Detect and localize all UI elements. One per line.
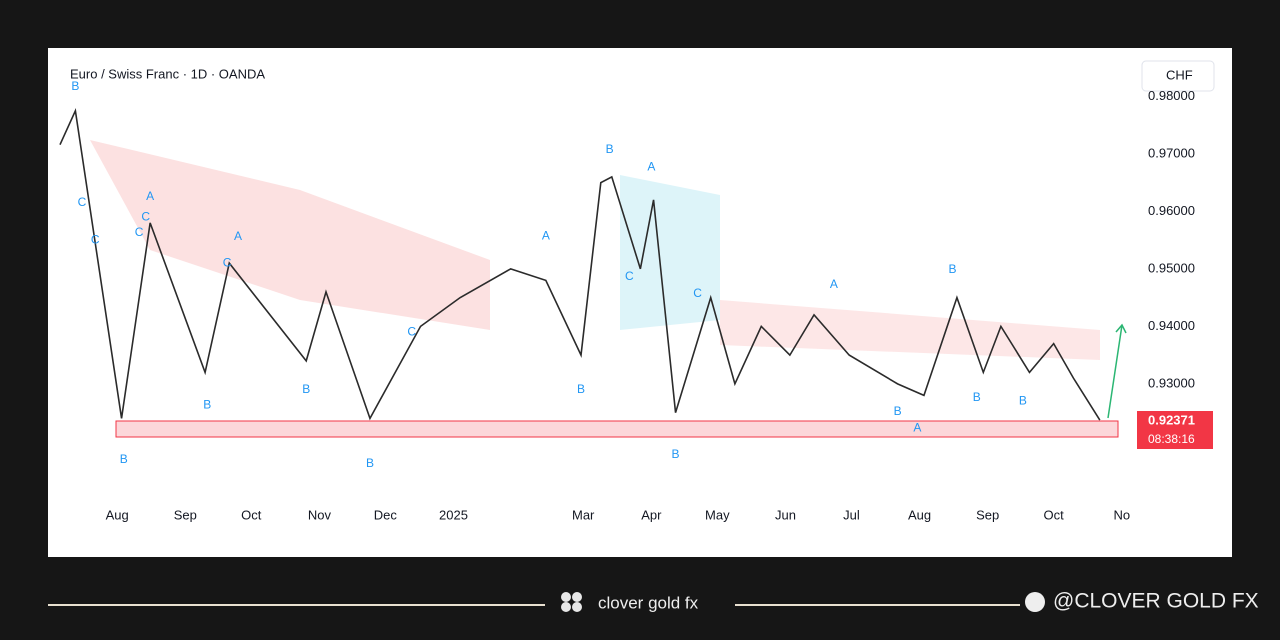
wave-label: B [606,142,614,156]
projection-arrow [1107,324,1123,419]
x-tick-label: Jul [843,507,860,522]
wave-label: B [894,404,902,418]
x-tick-label: Sep [976,507,999,522]
clover-icon [561,592,582,612]
currency-box[interactable] [1141,60,1215,92]
x-tick-label: May [705,507,730,522]
wave-label: B [1019,393,1027,407]
last-price: 0.92371 [1148,412,1195,427]
wave-label: A [913,420,921,434]
wave-label: C [693,286,702,300]
x-tick-label: Aug [908,507,931,522]
wave-label: B [302,382,310,396]
projection-arrow-head [1115,323,1127,334]
facebook-icon [1025,592,1045,612]
wave-label: C [135,225,144,239]
wave-label: B [973,390,981,404]
wave-label: A [830,277,838,291]
y-tick-label: 0.94000 [1148,318,1195,333]
y-tick-label: 0.98000 [1148,88,1195,103]
x-tick-label: Nov [308,507,332,522]
x-tick-label: Sep [174,507,197,522]
wave-label: C [223,255,232,269]
brand-name: clover gold fx [598,593,699,612]
wave-label: C [407,324,416,338]
wave-label: B [366,456,374,470]
y-tick-label: 0.95000 [1148,260,1195,275]
wave-label: A [234,229,242,243]
wave-label: A [647,159,655,173]
y-tick-label: 0.96000 [1148,203,1195,218]
wave-label: C [91,232,100,246]
x-tick-label: Aug [106,507,129,522]
cloud [90,140,490,330]
x-tick-label: Jun [775,507,796,522]
wave-label: C [625,269,634,283]
x-tick-label: Apr [641,507,662,522]
x-tick-label: Oct [241,507,262,522]
wave-label: B [577,382,585,396]
wave-label: B [120,452,128,466]
x-tick-label: Dec [374,507,398,522]
y-tick-label: 0.93000 [1148,375,1195,390]
chart-title: Euro / Swiss Franc · 1D · OANDA [70,66,265,81]
wave-label: C [78,195,87,209]
x-tick-label: No [1113,507,1130,522]
countdown: 08:38:16 [1148,432,1195,446]
x-tick-label: Oct [1044,507,1065,522]
brand-handle: @CLOVER GOLD FX [1053,590,1259,613]
wave-label: B [203,397,211,411]
cloud [620,175,720,330]
currency-label[interactable]: CHF [1166,67,1193,82]
wave-label: B [672,447,680,461]
price-line [59,107,1101,421]
wave-label: A [146,189,154,203]
wave-label: B [949,262,957,276]
y-tick-label: 0.97000 [1148,145,1195,160]
x-tick-label: 2025 [439,507,468,522]
support-zone [115,420,1119,438]
chart-panel [48,48,1232,557]
price-tag [1137,411,1213,449]
wave-label: A [542,228,550,242]
wave-label: B [71,79,79,93]
wave-label: C [141,209,150,223]
x-tick-label: Mar [572,507,595,522]
